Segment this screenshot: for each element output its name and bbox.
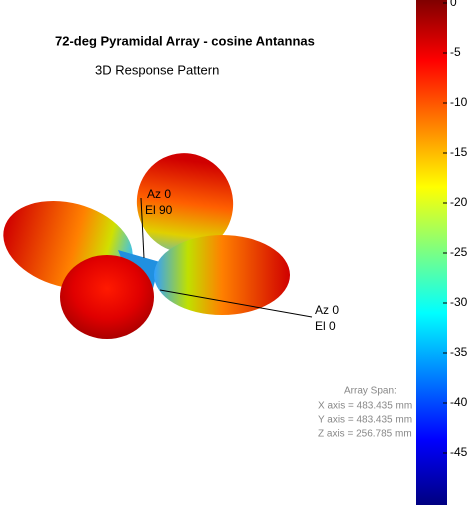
lobe — [60, 255, 154, 339]
tick-label: -40 — [450, 395, 468, 409]
tick-label: -25 — [450, 245, 468, 259]
tick-label: 0 — [450, 0, 457, 9]
axis-label: Az 0 — [147, 187, 171, 201]
span-line: X axis = 483.435 mm — [318, 401, 412, 412]
span-line: Z axis = 256.785 mm — [318, 429, 412, 440]
tick-label: -20 — [450, 195, 468, 209]
lobe — [136, 153, 234, 253]
subtitle: 3D Response Pattern — [95, 62, 219, 77]
tick-label: -30 — [450, 295, 468, 309]
colorbar-ticks: 0 -5 -10 -15 -20 -25 -30 -35 -40 -45 — [443, 0, 468, 459]
tick-label: -35 — [450, 345, 468, 359]
tick-label: -15 — [450, 145, 468, 159]
colorbar — [416, 0, 447, 505]
span-line: Y axis = 483.435 mm — [318, 415, 412, 426]
tick-label: -10 — [450, 95, 468, 109]
pattern — [3, 153, 290, 339]
array-span: Array Span: X axis = 483.435 mm Y axis =… — [318, 386, 412, 440]
axis-label: El 0 — [315, 319, 336, 333]
tick-label: -45 — [450, 445, 468, 459]
title: 72-deg Pyramidal Array - cosine Antannas — [55, 33, 315, 48]
axis-label: Az 0 — [315, 303, 339, 317]
span-heading: Array Span: — [344, 386, 397, 397]
axis-line — [140, 197, 145, 259]
lobe — [154, 235, 290, 315]
axis-label: El 90 — [145, 203, 173, 217]
tick-label: -5 — [450, 45, 461, 59]
axis-line — [159, 289, 313, 318]
